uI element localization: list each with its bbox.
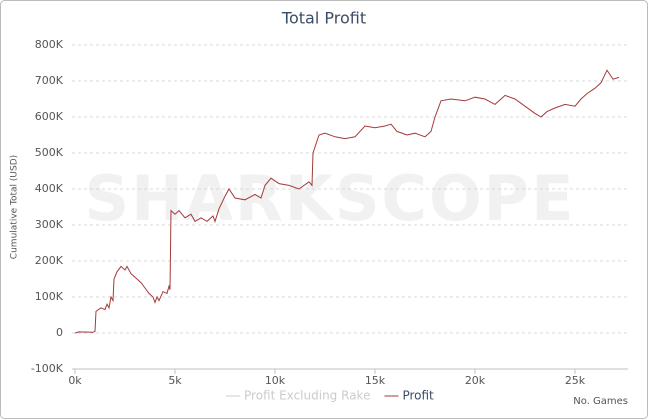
y-tick-label: 200K <box>35 254 64 267</box>
y-tick-label: 500K <box>35 146 64 159</box>
legend-label: Profit <box>402 389 434 403</box>
chart-title: Total Profit <box>281 9 366 28</box>
x-tick-label: 5k <box>168 374 182 387</box>
y-tick-label: 600K <box>35 110 64 123</box>
x-tick-label: 15k <box>365 374 386 387</box>
y-tick-label: -100K <box>31 362 64 375</box>
watermark: SHARKSCOPE <box>85 162 576 235</box>
y-tick-label: 300K <box>35 218 64 231</box>
x-tick-label: 0k <box>68 374 82 387</box>
y-tick-label: 100K <box>35 290 64 303</box>
profit-line <box>74 69 620 334</box>
y-tick-label: 400K <box>35 182 64 195</box>
y-axis-label: Cumulative Total (USD) <box>10 155 20 259</box>
x-tick-label: 20k <box>465 374 486 387</box>
y-tick-label: 700K <box>35 74 64 87</box>
x-tick-label: 25k <box>565 374 586 387</box>
y-tick-label: 0 <box>56 326 63 339</box>
legend-label: Profit Excluding Rake <box>244 389 370 403</box>
y-tick-label: 800K <box>35 38 64 51</box>
x-tick-label: 10k <box>265 374 286 387</box>
x-axis-label: No. Games <box>573 396 628 407</box>
